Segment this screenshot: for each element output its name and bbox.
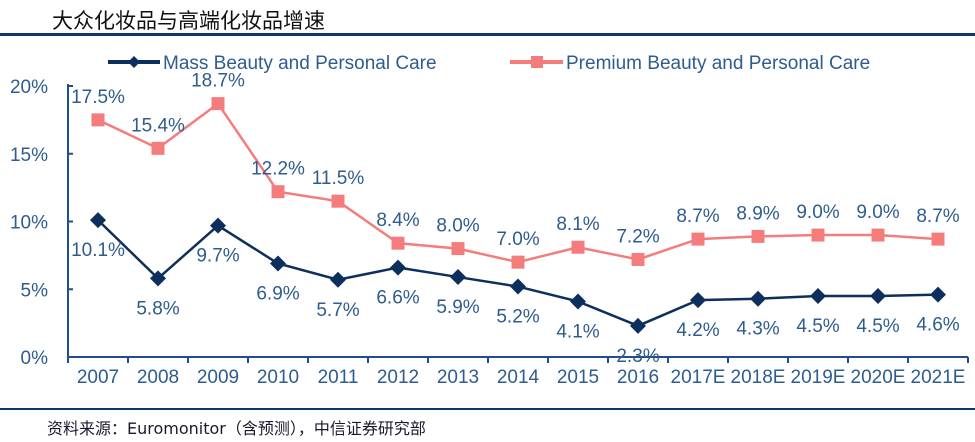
mass-data-label: 4.1%: [556, 321, 599, 342]
legend-premium-square-marker: [531, 56, 543, 68]
premium-point-marker: [451, 242, 465, 256]
premium-point-marker: [391, 236, 405, 250]
premium-data-label: 15.4%: [131, 115, 185, 136]
mass-point-marker: [150, 270, 166, 287]
premium-point-marker: [871, 228, 885, 242]
legend: Mass Beauty and Personal Care Premium Be…: [108, 53, 870, 74]
x-tick-label: 2013: [437, 367, 479, 388]
mass-point-marker: [930, 286, 946, 303]
premium-point-marker: [571, 240, 585, 254]
x-tick-label: 2018E: [731, 367, 786, 388]
premium-data-label: 7.2%: [616, 226, 659, 247]
premium-point-marker: [511, 255, 525, 269]
x-tick-label: 2007: [77, 367, 119, 388]
mass-data-label: 4.5%: [796, 316, 839, 337]
premium-point-marker: [931, 232, 945, 246]
premium-point-marker: [151, 141, 165, 155]
legend-premium-label: Premium Beauty and Personal Care: [566, 53, 870, 74]
mass-data-label: 5.9%: [436, 297, 479, 318]
premium-point-marker: [211, 97, 225, 111]
axes: 0% 5% 10% 15% 20% 2007 2008 2009 2010 2011 2012 201…: [10, 77, 969, 388]
premium-point-marker: [751, 229, 765, 243]
line-chart: Mass Beauty and Personal Care Premium Be…: [10, 53, 969, 388]
premium-point-marker: [631, 252, 645, 266]
mass-point-marker: [450, 269, 466, 286]
legend-mass-label: Mass Beauty and Personal Care: [163, 53, 437, 74]
mass-data-label: 6.9%: [256, 284, 299, 305]
x-tick-label: 2008: [137, 367, 179, 388]
x-tick-label: 2014: [497, 367, 540, 388]
x-tick-label: 2019E: [791, 367, 846, 388]
x-tick-label: 2009: [197, 367, 239, 388]
mass-data-label: 5.7%: [316, 300, 359, 321]
premium-data-label: 8.1%: [556, 214, 599, 235]
source-note: 资料来源：Euromonitor（含预测），中信证券研究部: [47, 419, 426, 438]
mass-point-marker: [570, 293, 586, 310]
x-tick-label: 2010: [257, 367, 299, 388]
bottom-divider: [0, 408, 975, 410]
mass-point-marker: [690, 292, 706, 309]
premium-point-marker: [91, 113, 105, 127]
premium-data-label: 11.5%: [312, 168, 365, 189]
y-tick-label: 10%: [10, 213, 48, 234]
mass-point-marker: [750, 290, 766, 307]
premium-point-marker: [331, 194, 345, 208]
mass-point-marker: [810, 288, 826, 305]
y-tick-label: 20%: [10, 77, 48, 98]
y-tick-label: 5%: [21, 280, 49, 301]
premium-point-marker: [271, 185, 285, 199]
series-group: [90, 97, 946, 334]
mass-data-label: 9.7%: [196, 246, 239, 267]
mass-point-marker: [90, 212, 106, 229]
mass-data-label: 4.6%: [916, 315, 959, 336]
premium-data-label: 8.7%: [676, 206, 719, 227]
x-tick-label: 2011: [318, 367, 359, 388]
mass-data-label: 5.8%: [136, 298, 179, 319]
chart-title: 大众化妆品与高端化妆品增速: [52, 9, 325, 33]
mass-point-marker: [330, 271, 346, 288]
x-tick-label: 2016: [617, 367, 659, 388]
legend-item-mass: Mass Beauty and Personal Care: [108, 53, 437, 74]
premium-data-label: 8.7%: [916, 206, 959, 227]
y-tick-label: 15%: [10, 145, 48, 166]
premium-data-label: 12.2%: [251, 159, 305, 180]
premium-data-label: 7.0%: [496, 229, 539, 250]
premium-point-marker: [691, 232, 705, 246]
premium-data-label: 9.0%: [796, 202, 839, 223]
mass-data-label: 10.1%: [71, 240, 125, 261]
mass-data-label: 4.2%: [676, 320, 719, 341]
mass-point-marker: [210, 217, 226, 234]
legend-mass-diamond-marker: [128, 56, 140, 68]
mass-data-label: 4.5%: [856, 316, 899, 337]
premium-data-label: 18.7%: [191, 71, 245, 92]
x-tick-label: 2015: [557, 367, 599, 388]
x-tick-label: 2017E: [671, 367, 726, 388]
mass-data-label: 6.6%: [376, 288, 419, 309]
y-tick-label: 0%: [21, 348, 49, 369]
mass-point-marker: [270, 255, 286, 272]
mass-point-marker: [870, 288, 886, 305]
premium-data-label: 8.4%: [376, 210, 419, 231]
premium-data-label: 17.5%: [71, 87, 125, 108]
mass-point-marker: [510, 278, 526, 295]
premium-point-marker: [811, 228, 825, 242]
premium-data-label: 8.0%: [436, 216, 479, 237]
data-labels: 17.5% 15.4% 18.7% 12.2% 11.5% 8.4% 8.0% 7.0% 8.1…: [71, 71, 960, 367]
mass-data-label: 5.2%: [496, 307, 539, 328]
premium-data-label: 9.0%: [856, 202, 899, 223]
x-tick-label: 2020E: [851, 367, 906, 388]
x-tick-label: 2021E: [911, 367, 966, 388]
mass-data-label: 4.3%: [736, 319, 779, 340]
mass-point-marker: [390, 259, 406, 276]
mass-data-label: 2.3%: [616, 346, 659, 367]
mass-point-marker: [630, 317, 646, 334]
top-divider: [0, 33, 975, 36]
premium-data-label: 8.9%: [736, 203, 779, 224]
x-tick-label: 2012: [377, 367, 419, 388]
legend-item-premium: Premium Beauty and Personal Care: [510, 53, 870, 74]
